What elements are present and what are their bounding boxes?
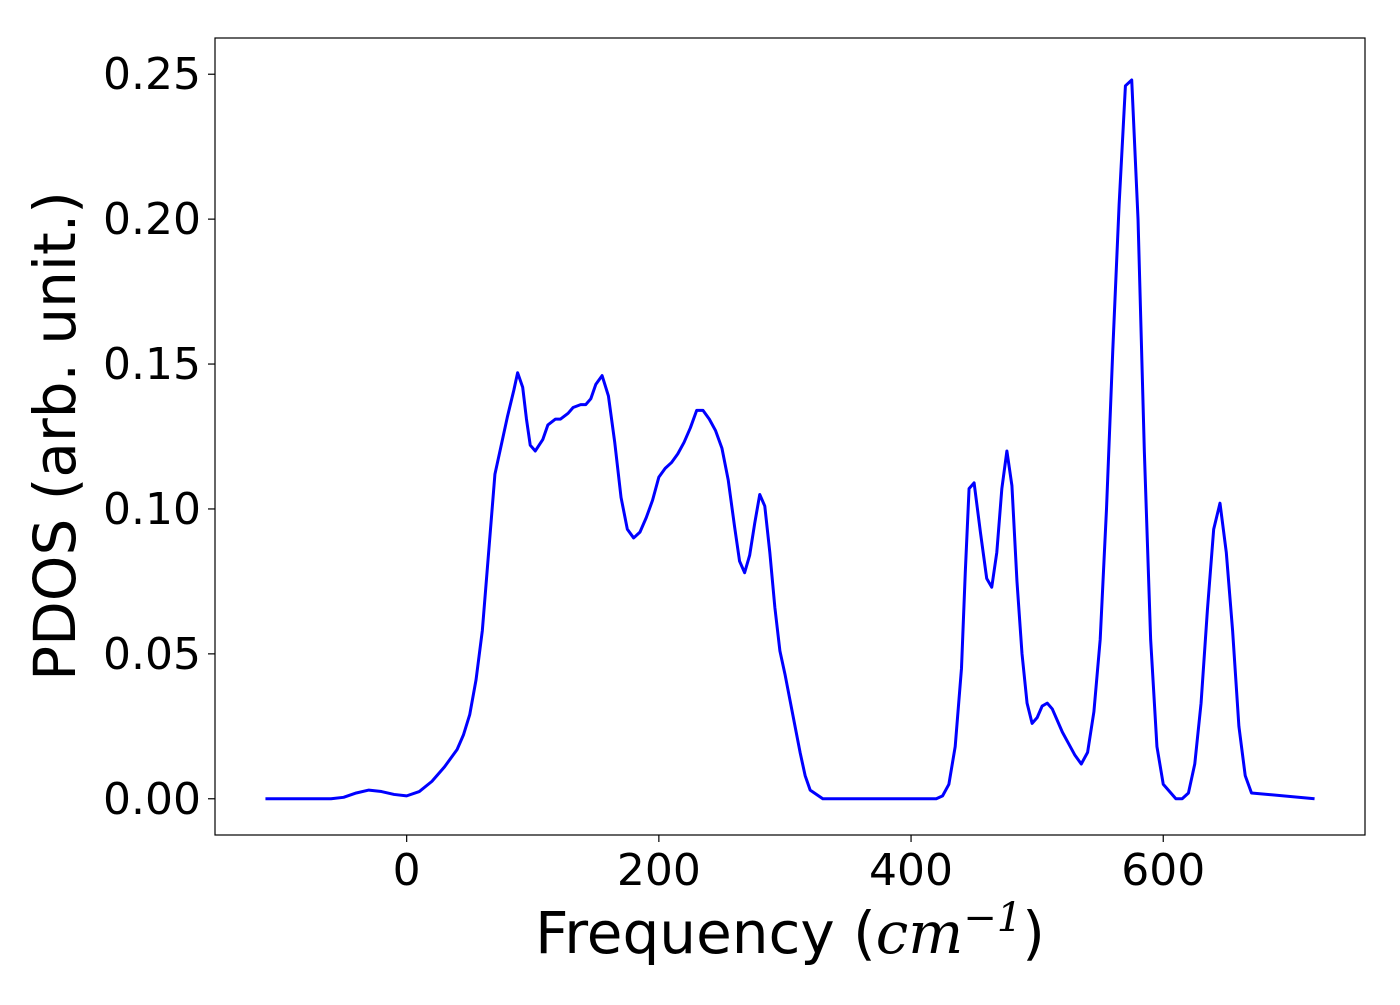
y-tick-label: 0.20 <box>103 194 201 245</box>
x-tick-label: 600 <box>1121 845 1205 896</box>
y-tick-label: 0.05 <box>103 629 201 680</box>
y-tick-label: 0.25 <box>103 49 201 100</box>
y-axis-label: PDOS (arb. unit.) <box>21 191 89 681</box>
y-tick-label: 0.00 <box>103 774 201 825</box>
x-tick-label: 200 <box>617 845 701 896</box>
y-tick-label: 0.15 <box>103 339 201 390</box>
x-tick-label: 400 <box>869 845 953 896</box>
x-axis-ticks: 0 200 400 600 <box>393 835 1205 896</box>
y-tick-label: 0.10 <box>103 484 201 535</box>
axes-frame <box>214 37 1366 836</box>
x-axis-label: Frequency (cm−1) <box>535 895 1045 967</box>
plot-area <box>214 37 1366 836</box>
line-layer <box>265 78 1315 801</box>
x-label-unit: cm <box>876 899 963 967</box>
x-label-text: Frequency ( <box>535 899 876 967</box>
x-label-exponent: −1 <box>963 895 1022 941</box>
series-line-0 <box>265 78 1315 801</box>
y-axis-ticks: 0.00 0.05 0.10 0.15 0.20 0.25 <box>103 49 215 825</box>
x-label-close: ) <box>1022 899 1045 967</box>
x-tick-label: 0 <box>393 845 421 896</box>
